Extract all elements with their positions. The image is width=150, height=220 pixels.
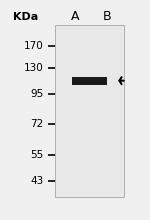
Text: 170: 170	[24, 41, 43, 51]
Text: 95: 95	[30, 89, 43, 99]
Text: KDa: KDa	[13, 12, 38, 22]
FancyBboxPatch shape	[55, 25, 124, 197]
Text: 130: 130	[24, 63, 43, 73]
FancyBboxPatch shape	[72, 77, 107, 85]
Text: 72: 72	[30, 119, 43, 129]
Text: 43: 43	[30, 176, 43, 186]
Text: B: B	[103, 10, 112, 23]
Text: A: A	[71, 10, 79, 23]
Text: 55: 55	[30, 150, 43, 160]
